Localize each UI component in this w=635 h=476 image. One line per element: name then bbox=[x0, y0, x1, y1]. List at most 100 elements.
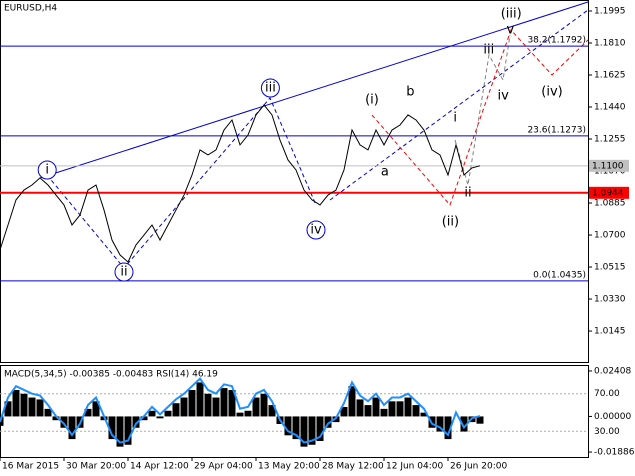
macd-bar bbox=[340, 406, 348, 417]
macd-bar bbox=[20, 393, 28, 417]
macd-bar bbox=[44, 408, 52, 417]
macd-bar bbox=[404, 397, 412, 417]
macd-bar bbox=[364, 405, 372, 417]
macd-bar bbox=[292, 416, 300, 440]
macd-bar bbox=[108, 416, 116, 440]
y-tick-label: 1.1625 bbox=[594, 71, 626, 81]
x-tick-label: 14 Apr 12:00 bbox=[130, 462, 189, 472]
wave-label: iii bbox=[265, 80, 276, 95]
macd-bar bbox=[348, 386, 356, 417]
macd-bar bbox=[324, 416, 332, 428]
macd-bar bbox=[308, 416, 316, 445]
y-tick-label: 1.1255 bbox=[594, 135, 626, 145]
wave-path bbox=[46, 97, 317, 269]
macd-bar bbox=[476, 416, 484, 424]
macd-bar bbox=[436, 416, 444, 432]
y-tick-label: 1.0145 bbox=[594, 327, 626, 337]
level-label: 23.6(1.1273) bbox=[527, 125, 586, 135]
x-tick-label: 26 Jun 20:00 bbox=[450, 462, 507, 472]
wave-label: v bbox=[507, 23, 515, 38]
x-tick-label: 28 May 12:00 bbox=[322, 462, 384, 472]
macd-bar bbox=[220, 388, 228, 417]
wave-circle bbox=[114, 262, 134, 282]
macd-bar bbox=[116, 416, 124, 447]
indicator-title: MACD(5,34,5) -0.00385 -0.00483 RSI(14) 4… bbox=[4, 370, 218, 380]
macd-bar bbox=[244, 410, 252, 417]
y-tick-label: -0.01886 bbox=[594, 448, 635, 458]
macd-bar bbox=[92, 401, 100, 417]
y-tick-label: 0.02408 bbox=[594, 366, 631, 376]
macd-bar bbox=[228, 389, 236, 417]
y-tick-label: 1.0700 bbox=[594, 231, 626, 241]
wave-label: (ii) bbox=[442, 215, 459, 230]
x-tick-label: 29 Apr 04:00 bbox=[194, 462, 253, 472]
wave-lines bbox=[39, 1, 589, 269]
macd-bar bbox=[156, 416, 164, 419]
x-tick-label: 12 Jun 04:00 bbox=[386, 462, 443, 472]
macd-bar bbox=[316, 416, 324, 441]
macd-bar bbox=[284, 416, 292, 436]
rsi-line bbox=[0, 377, 481, 444]
wave-circle bbox=[37, 160, 57, 180]
y-tick-label: 1.1440 bbox=[594, 103, 626, 113]
macd-bar bbox=[164, 410, 172, 417]
price-line bbox=[0, 104, 481, 263]
price-tag bbox=[589, 186, 629, 199]
y-tick-label: 1.1810 bbox=[594, 38, 626, 48]
price-tag-label: 1.1100 bbox=[592, 161, 624, 171]
macd-bar bbox=[28, 397, 36, 417]
y2-tick-label: 70.00 bbox=[594, 389, 620, 399]
wave-label: iv bbox=[310, 223, 322, 238]
wave-label: a bbox=[381, 165, 389, 180]
wave-circle bbox=[260, 78, 280, 98]
macd-bar bbox=[148, 410, 156, 417]
macd-bar bbox=[356, 399, 364, 417]
macd-bar bbox=[196, 382, 204, 417]
y-tick-label: 1.1995 bbox=[594, 6, 626, 16]
wave-path bbox=[371, 29, 589, 206]
macd-bar bbox=[380, 408, 388, 417]
macd-bar bbox=[12, 389, 20, 417]
wave-path bbox=[329, 9, 589, 201]
macd-bar bbox=[396, 401, 404, 417]
macd-bar bbox=[140, 416, 148, 421]
macd-bar bbox=[180, 397, 188, 417]
price-tag-label: 1.0944 bbox=[592, 188, 624, 198]
macd-bar bbox=[204, 393, 212, 417]
y-tick-label: 1.0515 bbox=[594, 263, 626, 273]
macd-bar bbox=[4, 401, 12, 417]
macd-bar bbox=[124, 416, 132, 445]
macd-bar bbox=[0, 416, 4, 426]
y-tick-label: 1.0330 bbox=[594, 295, 626, 305]
macd-bar bbox=[84, 408, 92, 417]
wave-label: (iv) bbox=[541, 84, 562, 99]
macd-bar bbox=[68, 416, 76, 440]
wave-label: ii bbox=[120, 265, 127, 280]
wave-label: i bbox=[45, 162, 49, 177]
x-tick-label: 30 Mar 20:00 bbox=[66, 462, 126, 472]
macd-bar bbox=[252, 397, 260, 417]
macd-bar bbox=[268, 405, 276, 417]
x-tick-label: 16 Mar 2015 bbox=[2, 462, 59, 472]
macd-bar bbox=[300, 416, 308, 447]
wave-circle bbox=[306, 220, 326, 240]
price-tag bbox=[589, 159, 629, 172]
wave-label: iii bbox=[483, 42, 494, 57]
y-tick-label: 1.0885 bbox=[594, 199, 626, 209]
macd-bar bbox=[460, 416, 468, 432]
macd-bar bbox=[444, 416, 452, 440]
level-label: 0.0(1.0435) bbox=[533, 270, 586, 280]
macd-bar bbox=[388, 401, 396, 417]
macd-bar bbox=[372, 397, 380, 417]
macd-bar bbox=[132, 416, 140, 428]
macd-bar bbox=[412, 405, 420, 417]
wave-path bbox=[454, 34, 511, 186]
macd-bar bbox=[52, 416, 60, 421]
level-label: 38.2(1.1792) bbox=[527, 36, 586, 46]
x-tick-label: 13 May 20:00 bbox=[258, 462, 320, 472]
trend-line bbox=[39, 1, 589, 179]
macd-bar bbox=[260, 393, 268, 417]
wave-label: (i) bbox=[365, 92, 379, 107]
macd-bar bbox=[172, 403, 180, 417]
